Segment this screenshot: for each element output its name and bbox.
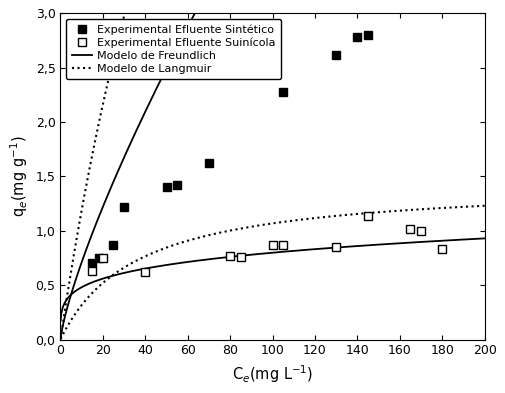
Experimental Efluente Suinícola [365, 213, 371, 218]
Experimental Efluente Sintético [121, 204, 127, 209]
Line: Modelo de Freundlich: Modelo de Freundlich [61, 0, 485, 338]
Experimental Efluente Suinícola [89, 269, 95, 274]
Experimental Efluente Sintético [355, 35, 361, 40]
Modelo de Langmuir [101, 97, 107, 102]
Experimental Efluente Suinícola [333, 245, 339, 250]
Experimental Efluente Suinícola [227, 253, 233, 258]
Experimental Efluente Sintético [174, 183, 180, 187]
Experimental Efluente Suinícola [408, 226, 414, 231]
Experimental Efluente Sintético [333, 52, 339, 57]
Experimental Efluente Suinícola [439, 247, 445, 252]
Experimental Efluente Sintético [111, 242, 117, 247]
Experimental Efluente Suinícola [280, 242, 286, 247]
Experimental Efluente Sintético [164, 185, 170, 190]
Modelo de Freundlich [101, 202, 107, 206]
Y-axis label: q$_{e}$(mg g$^{-1}$): q$_{e}$(mg g$^{-1}$) [9, 136, 30, 217]
Legend: Experimental Efluente Sintético, Experimental Efluente Suinícola, Modelo de Freu: Experimental Efluente Sintético, Experim… [66, 19, 281, 79]
X-axis label: C$_{e}$(mg L$^{-1}$): C$_{e}$(mg L$^{-1}$) [232, 363, 313, 385]
Line: Experimental Efluente Sintético: Experimental Efluente Sintético [88, 31, 372, 268]
Line: Experimental Efluente Suinícola: Experimental Efluente Suinícola [88, 211, 446, 276]
Experimental Efluente Sintético [95, 255, 102, 260]
Experimental Efluente Sintético [206, 161, 212, 166]
Experimental Efluente Sintético [365, 33, 371, 37]
Experimental Efluente Sintético [280, 89, 286, 94]
Experimental Efluente Suinícola [142, 270, 148, 274]
Experimental Efluente Sintético [89, 261, 95, 266]
Experimental Efluente Suinícola [100, 255, 106, 260]
Modelo de Langmuir [58, 336, 64, 340]
Modelo de Freundlich [58, 335, 64, 340]
Experimental Efluente Suinícola [270, 242, 276, 247]
Line: Modelo de Langmuir: Modelo de Langmuir [61, 0, 485, 338]
Experimental Efluente Suinícola [238, 255, 244, 259]
Experimental Efluente Suinícola [418, 228, 424, 233]
